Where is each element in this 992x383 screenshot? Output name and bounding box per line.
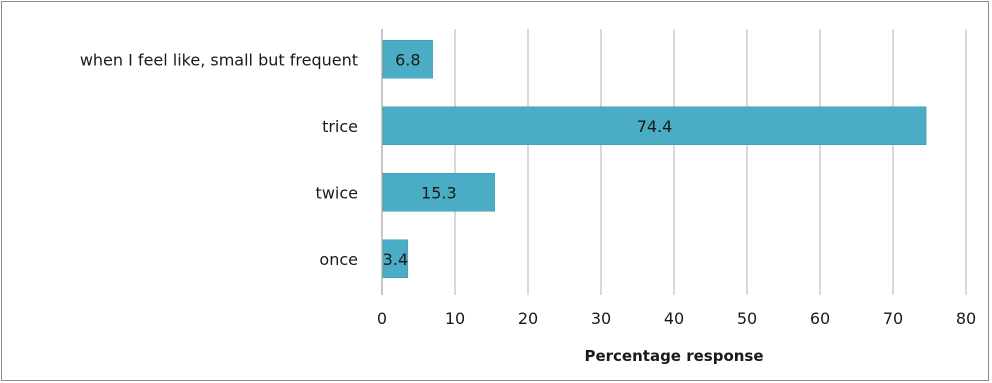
x-tick-label: 0	[377, 309, 387, 328]
category-label: when I feel like, small but frequent	[80, 50, 358, 69]
data-label: 6.8	[395, 50, 420, 69]
x-tick-label: 40	[664, 309, 684, 328]
bar	[382, 106, 927, 145]
data-label: 3.4	[383, 250, 408, 269]
category-label: twice	[316, 183, 358, 202]
x-tick-label: 80	[956, 309, 976, 328]
x-tick-label: 30	[591, 309, 611, 328]
category-label: trice	[322, 117, 358, 136]
x-tick-label: 20	[518, 309, 538, 328]
category-labels: when I feel like, small but frequent tric…	[80, 50, 358, 269]
bar	[382, 173, 495, 212]
tick-labels: 0 10 20 30 40 50 60 70 80	[377, 309, 976, 328]
data-labels: 6.8 74.4 15.3 3.4	[383, 50, 673, 269]
bars	[382, 40, 927, 278]
x-tick-label: 50	[737, 309, 757, 328]
data-label: 74.4	[637, 117, 673, 136]
x-tick-label: 10	[445, 309, 465, 328]
x-tick-label: 70	[883, 309, 903, 328]
x-axis-title: Percentage response	[584, 347, 763, 365]
data-label: 15.3	[421, 183, 457, 202]
bar	[382, 239, 409, 278]
category-label: once	[319, 250, 358, 269]
bar	[382, 40, 433, 79]
x-tick-label: 60	[810, 309, 830, 328]
gridlines	[381, 29, 967, 295]
